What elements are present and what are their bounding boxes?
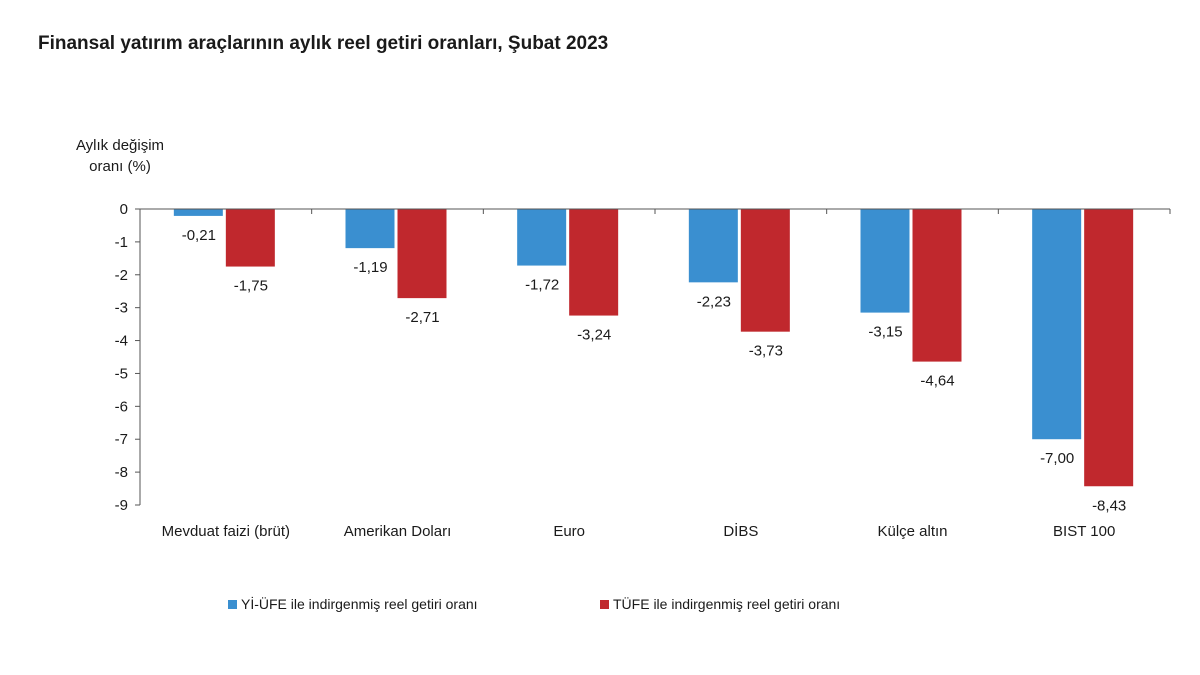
- data-label: -3,73: [749, 343, 783, 360]
- bar: [225, 209, 275, 267]
- y-axis-label-line: Aylık değişim: [76, 137, 164, 154]
- data-label: -1,19: [353, 259, 387, 276]
- legend: Yİ-ÜFE ile indirgenmiş reel getiri oranı…: [228, 595, 840, 612]
- y-axis-label-line: oranı (%): [89, 158, 151, 175]
- data-label: -3,15: [868, 324, 902, 341]
- y-axis-label: Aylık değişim oranı (%): [76, 137, 164, 175]
- category-label: Euro: [553, 523, 585, 540]
- data-label: -2,71: [405, 309, 439, 326]
- legend-label: Yİ-ÜFE ile indirgenmiş reel getiri oranı: [241, 595, 478, 612]
- y-tick-label: -2: [115, 267, 128, 284]
- category-label: Amerikan Doları: [344, 523, 452, 540]
- bar: [1084, 209, 1134, 487]
- data-label: -0,21: [182, 227, 216, 244]
- data-label: -2,23: [697, 293, 731, 310]
- bar: [397, 209, 447, 299]
- y-ticks-group: 0 -1 -2 -3 -4 -5 -6 -7 -8 -9: [115, 201, 140, 514]
- legend-label: TÜFE ile indirgenmiş reel getiri oranı: [613, 595, 840, 612]
- y-tick-label: -4: [115, 333, 128, 350]
- bar: [912, 209, 962, 362]
- category-label: Külçe altın: [877, 523, 947, 540]
- bar: [345, 209, 395, 249]
- category-label: Mevduat faizi (brüt): [162, 523, 290, 540]
- axes-group: [139, 208, 1171, 505]
- legend-swatch: [600, 600, 609, 609]
- y-tick-label: 0: [120, 201, 128, 218]
- bar: [860, 209, 910, 313]
- bar: [173, 209, 223, 216]
- data-label: -3,24: [577, 327, 611, 344]
- y-tick-label: -9: [115, 497, 128, 514]
- chart-title: Finansal yatırım araçlarının aylık reel …: [38, 33, 609, 54]
- bars-group: [173, 209, 1134, 487]
- data-label: -8,43: [1092, 497, 1126, 514]
- bar: [740, 209, 790, 332]
- data-labels-group: -0,21 -1,75 -1,19 -2,71 -1,72 -3,24 -2,23 -3,73…: [182, 227, 1127, 514]
- y-tick-label: -7: [115, 431, 128, 448]
- data-label: -1,72: [525, 277, 559, 294]
- data-label: -1,75: [234, 278, 268, 295]
- category-label: DİBS: [723, 522, 758, 540]
- y-tick-label: -3: [115, 300, 128, 317]
- data-label: -4,64: [920, 373, 954, 390]
- bar: [569, 209, 619, 316]
- data-label: -7,00: [1040, 450, 1074, 467]
- bar: [688, 209, 738, 283]
- y-tick-label: -5: [115, 365, 128, 382]
- bar: [1032, 209, 1082, 440]
- legend-swatch: [228, 600, 237, 609]
- y-tick-label: -6: [115, 398, 128, 415]
- y-tick-label: -8: [115, 464, 128, 481]
- category-label: BIST 100: [1053, 523, 1115, 540]
- y-tick-label: -1: [115, 234, 128, 251]
- bar: [517, 209, 567, 266]
- category-labels-group: Mevduat faizi (brüt) Amerikan Doları Euro D…: [162, 522, 1116, 540]
